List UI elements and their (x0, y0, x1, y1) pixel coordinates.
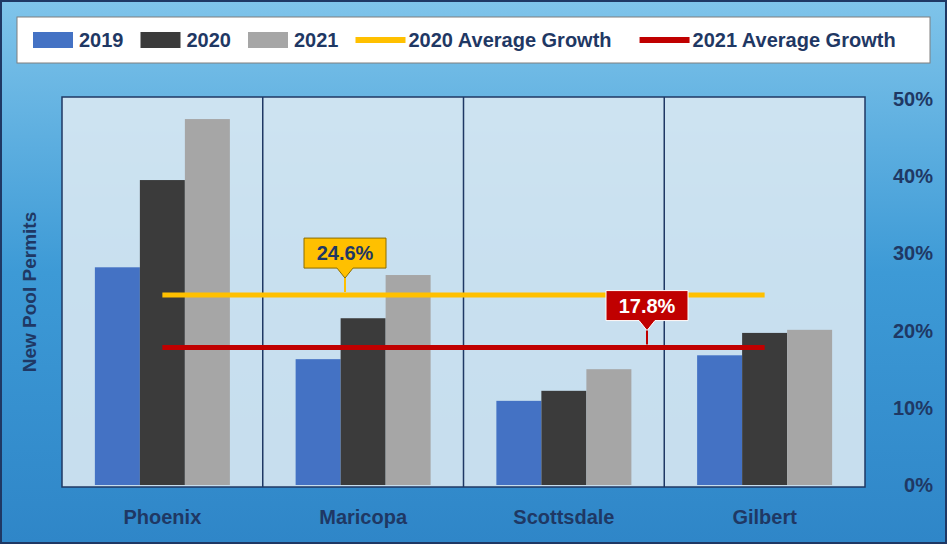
bar (787, 330, 832, 485)
category-label: Gilbert (732, 506, 797, 528)
callout-box (304, 238, 386, 278)
legend-label: 2021 (294, 29, 339, 51)
tick-label: 10% (893, 397, 933, 419)
bar (140, 180, 185, 485)
bar (296, 359, 341, 485)
callout-label: 24.6% (317, 242, 374, 264)
legend-swatch (356, 37, 406, 43)
legend-swatch (141, 32, 181, 48)
bar (586, 369, 631, 485)
callout: 17.8% (606, 291, 688, 345)
category-label: Phoenix (123, 506, 201, 528)
callout-pointer (344, 278, 346, 292)
callout-pointer (646, 331, 648, 345)
category-label: Maricopa (319, 506, 408, 528)
background (1, 1, 946, 543)
callout-box (606, 291, 688, 331)
category-label: Scottsdale (513, 506, 614, 528)
legend-swatch (640, 37, 690, 43)
legend-label: 2019 (79, 29, 124, 51)
bar (341, 318, 386, 485)
bar (496, 401, 541, 485)
legend: 2019 2020 2021 2020 Average Growth 2021 Aver… (17, 17, 930, 63)
tick-label: 20% (893, 320, 933, 342)
legend-box (17, 17, 930, 63)
bar (185, 119, 230, 485)
legend-label: 2020 Average Growth (409, 29, 612, 51)
legend-label: 2021 Average Growth (693, 29, 896, 51)
tick-label: 30% (893, 242, 933, 264)
y-axis-title: New Pool Permits (19, 212, 40, 373)
average-line (162, 345, 764, 350)
tick-label: 40% (893, 165, 933, 187)
chart: 24.6% 17.8% 0% 10% 20% 30% 40% 50% Phoenix Marico… (0, 0, 947, 544)
bar (742, 333, 787, 485)
callout: 24.6% (304, 238, 386, 292)
bar (541, 391, 586, 485)
bar (697, 355, 742, 485)
marks (95, 119, 832, 485)
legend-swatch (248, 32, 288, 48)
legend-label: 2020 (187, 29, 232, 51)
bar (386, 275, 431, 485)
tick-label: 50% (893, 88, 933, 110)
bar (95, 267, 140, 485)
callout-label: 17.8% (619, 295, 676, 317)
tick-label: 0% (904, 474, 933, 496)
plot-area (62, 97, 865, 487)
category-divider (463, 97, 465, 487)
category-divider (262, 97, 264, 487)
legend-swatch (33, 32, 73, 48)
